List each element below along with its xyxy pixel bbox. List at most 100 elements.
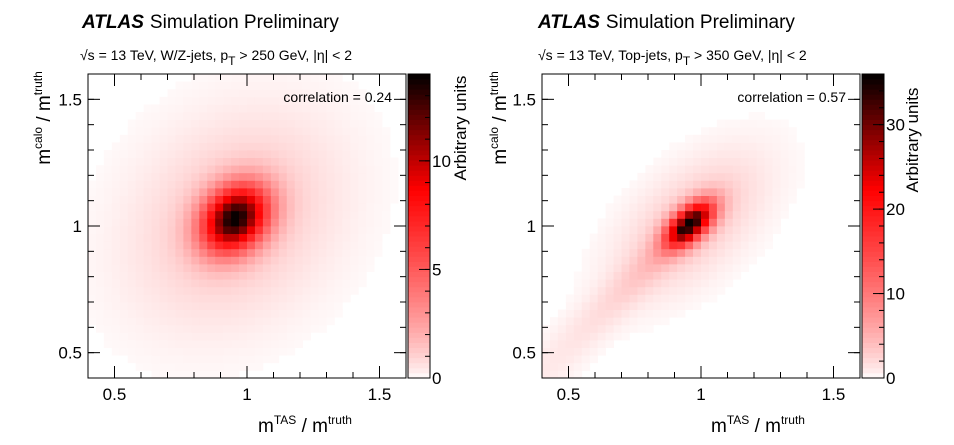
colorbar-segment <box>408 175 430 181</box>
heatmap-cell <box>199 248 208 257</box>
heatmap-cell <box>597 279 606 288</box>
heatmap-cell <box>151 134 160 143</box>
heatmap-cell <box>183 157 192 166</box>
heatmap-cell <box>111 294 121 303</box>
right-x-axis-label-base: m <box>711 416 727 437</box>
heatmap-cell <box>573 317 583 326</box>
heatmap-cell <box>254 241 264 250</box>
heatmap-cell <box>740 150 750 158</box>
heatmap-cell <box>661 317 670 326</box>
heatmap-cell <box>549 340 559 348</box>
heatmap-cell <box>677 279 686 288</box>
colorbar-segment <box>862 276 884 283</box>
heatmap-cell <box>366 226 375 234</box>
heatmap-cell <box>677 218 686 227</box>
heatmap-cell <box>621 286 630 295</box>
heatmap-cell <box>95 317 105 326</box>
heatmap-cell <box>247 347 256 356</box>
heatmap-cell <box>366 127 375 136</box>
heatmap-cell <box>286 294 296 303</box>
heatmap-cell <box>286 203 296 212</box>
heatmap-cell <box>350 119 359 128</box>
colorbar-segment <box>408 94 430 100</box>
heatmap-cell <box>111 256 121 265</box>
heatmap-cell <box>215 294 224 303</box>
heatmap-cell <box>557 355 567 364</box>
heatmap-cell <box>693 172 702 181</box>
heatmap-cell <box>565 370 575 379</box>
heatmap-cell <box>167 127 176 136</box>
heatmap-cell <box>613 309 622 318</box>
colorbar-segment <box>408 89 430 95</box>
heatmap-cell <box>589 340 599 348</box>
heatmap-cell <box>119 340 129 348</box>
heatmap-cell <box>103 317 113 326</box>
heatmap-cell <box>231 142 240 151</box>
heatmap-cell <box>708 286 718 295</box>
heatmap-cell <box>143 188 152 196</box>
heatmap-cell <box>756 203 765 212</box>
colorbar-segment <box>408 139 430 146</box>
heatmap-cell <box>708 264 718 272</box>
heatmap-cell <box>183 142 192 151</box>
heatmap-cell <box>231 324 240 333</box>
heatmap-cell <box>167 96 176 105</box>
heatmap-cell <box>310 180 319 189</box>
heatmap-cell <box>215 119 224 128</box>
heatmap-cell <box>262 172 272 181</box>
heatmap-cell <box>215 286 224 295</box>
heatmap-cell <box>207 248 216 257</box>
heatmap-cell <box>573 370 583 379</box>
heatmap-cell <box>294 165 304 174</box>
heatmap-cell <box>342 279 351 288</box>
left-x-axis-label-base: m <box>258 416 274 437</box>
heatmap-cell <box>88 256 97 265</box>
heatmap-cell <box>119 332 129 341</box>
heatmap-cell <box>677 264 686 272</box>
heatmap-cell <box>342 104 351 113</box>
heatmap-cell <box>693 279 702 288</box>
heatmap-cell <box>119 165 129 174</box>
heatmap-cell <box>159 302 168 310</box>
heatmap-cell <box>151 332 160 341</box>
heatmap-cell <box>645 271 654 280</box>
heatmap-cell <box>223 332 232 341</box>
heatmap-cell <box>231 332 240 341</box>
heatmap-cell <box>254 180 264 189</box>
heatmap-cell <box>621 309 630 318</box>
heatmap-cell <box>239 150 248 158</box>
heatmap-cell <box>207 355 216 364</box>
colorbar-segment <box>408 286 430 293</box>
heatmap-cell <box>207 157 216 166</box>
heatmap-cell <box>302 112 311 120</box>
heatmap-cell <box>175 218 184 227</box>
heatmap-cell <box>326 286 335 295</box>
heatmap-cell <box>350 89 359 98</box>
heatmap-cell <box>693 271 702 280</box>
heatmap-cell <box>701 142 710 151</box>
heatmap-cell <box>207 188 216 196</box>
heatmap-cell <box>207 210 216 219</box>
heatmap-cell <box>716 134 726 143</box>
heatmap-cell <box>653 241 662 250</box>
heatmap-cell <box>247 112 256 120</box>
heatmap-cell <box>143 248 152 257</box>
heatmap-cell <box>167 264 176 272</box>
heatmap-cell <box>334 96 343 105</box>
heatmap-cell <box>350 112 359 120</box>
heatmap-cell <box>270 134 280 143</box>
heatmap-cell <box>135 218 145 227</box>
heatmap-cell <box>645 226 654 234</box>
heatmap-cell <box>111 279 121 288</box>
heatmap-cell <box>159 203 168 212</box>
heatmap-cell <box>669 195 678 204</box>
heatmap-cell <box>247 203 256 212</box>
colorbar-segment <box>408 256 430 262</box>
heatmap-cell <box>645 233 654 242</box>
heatmap-cell <box>239 81 248 90</box>
heatmap-cell <box>358 241 367 250</box>
heatmap-cell <box>239 180 248 189</box>
heatmap-cell <box>199 302 208 310</box>
heatmap-cell <box>223 172 232 181</box>
heatmap-cell <box>247 332 256 341</box>
